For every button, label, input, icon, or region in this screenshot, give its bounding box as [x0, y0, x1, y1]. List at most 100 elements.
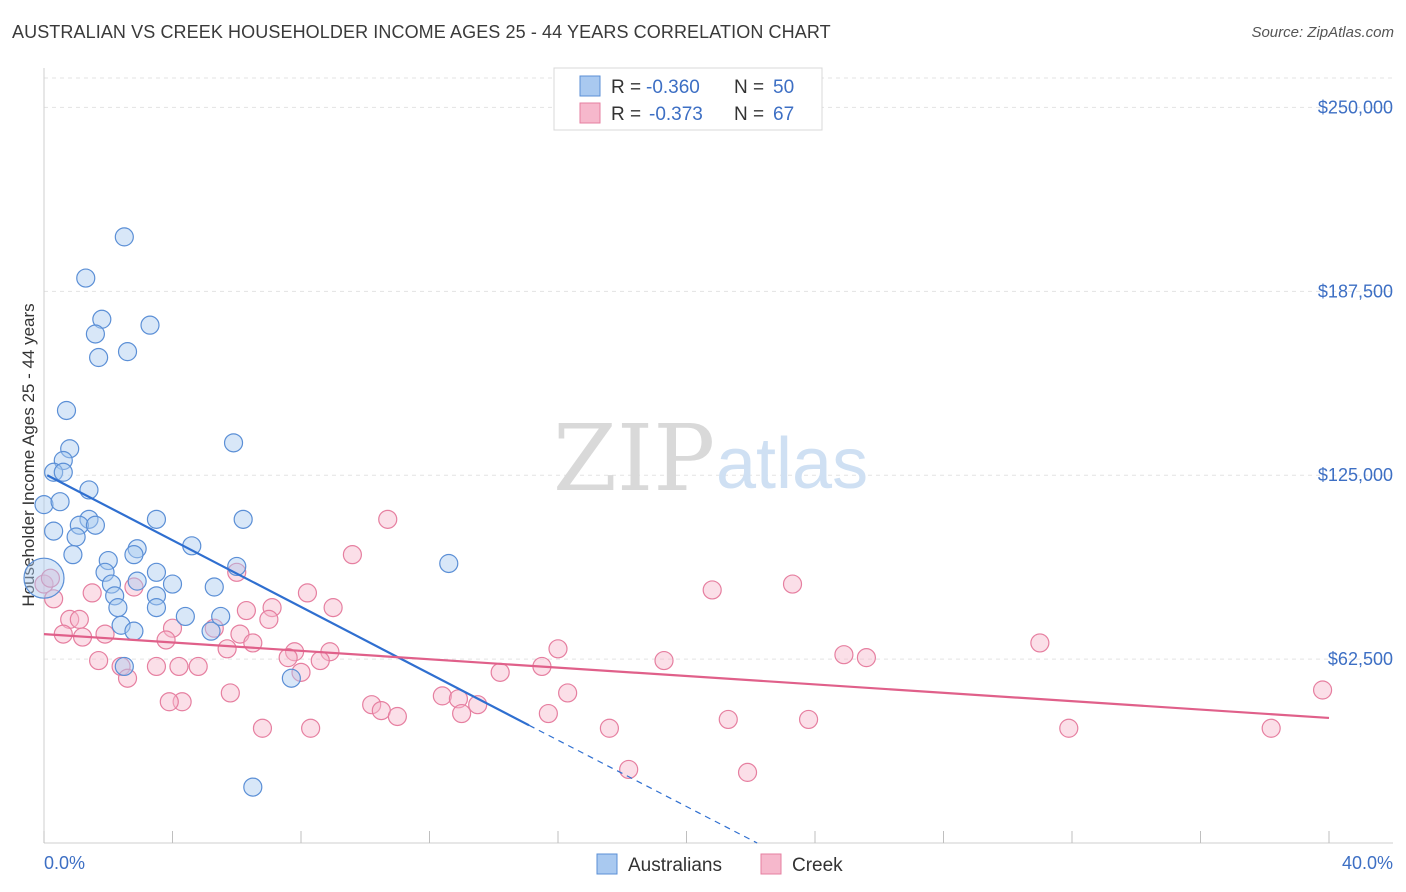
creek-point	[1059, 718, 1079, 738]
creek-point	[432, 686, 452, 706]
australians-point	[85, 515, 106, 535]
bottom-legend-australians: Australians	[628, 855, 722, 876]
australians-point	[105, 586, 125, 606]
x-tick-min: 0.0%	[44, 853, 85, 873]
creek-point	[236, 600, 256, 621]
australians-point	[243, 777, 263, 797]
australians-point	[117, 342, 138, 362]
australians-points	[23, 227, 459, 797]
australians-point	[211, 606, 231, 627]
legend-r-label-1: R =	[611, 77, 641, 98]
australians-point	[108, 598, 128, 618]
creek-point	[262, 598, 282, 618]
creek-point	[548, 639, 568, 659]
creek-point	[220, 683, 240, 703]
grid-lines	[44, 77, 1393, 660]
australians-point	[146, 509, 167, 529]
source-label: Source: ZipAtlas.com	[1251, 24, 1394, 41]
australians-point	[60, 439, 80, 459]
trend-lines	[43, 474, 1330, 844]
australians-point	[281, 668, 301, 688]
legend-n-value-2: 67	[773, 104, 794, 125]
creek-point	[124, 577, 144, 597]
creek-point	[162, 618, 183, 638]
australians-point	[146, 562, 167, 582]
legend-n-label-2: N =	[734, 104, 764, 125]
correlation-legend: R = -0.360 N = 50 R = -0.373 N = 67	[553, 67, 823, 131]
australians-point	[204, 577, 224, 597]
creek-point	[204, 618, 224, 638]
bottom-legend-creek: Creek	[792, 855, 843, 876]
australians-point	[439, 553, 459, 574]
australians-point	[124, 621, 144, 641]
creek-point	[702, 580, 722, 600]
australians-point	[23, 557, 65, 599]
australians-point	[56, 400, 77, 421]
australians-point	[124, 545, 144, 565]
creek-point	[1030, 633, 1050, 653]
australians-point	[146, 598, 167, 618]
creek-point	[718, 709, 738, 730]
creek-point	[278, 648, 298, 668]
creek-trend-line	[43, 632, 1330, 720]
creek-point	[599, 718, 620, 738]
creek-point	[169, 656, 189, 677]
creek-point	[538, 703, 558, 724]
creek-points	[34, 509, 1333, 782]
creek-point	[371, 700, 391, 721]
australians-point	[44, 521, 64, 541]
legend-r-label-2: R =	[611, 104, 641, 125]
creek-point	[40, 568, 61, 588]
bottom-legend-swatch-australians	[596, 853, 618, 875]
australians-trend-extension	[528, 724, 758, 844]
creek-point	[291, 662, 311, 682]
australians-point	[85, 324, 106, 344]
y-tick-label: $187,500	[1318, 281, 1393, 301]
creek-point	[737, 762, 758, 782]
australians-point	[98, 550, 118, 571]
creek-point	[323, 598, 343, 618]
australians-point	[162, 574, 183, 594]
australians-point	[66, 527, 86, 547]
australians-point	[201, 621, 221, 641]
creek-point	[259, 609, 279, 629]
creek-point	[159, 692, 179, 712]
creek-point	[156, 630, 176, 650]
legend-swatch-pink	[579, 102, 601, 124]
creek-point	[301, 718, 321, 738]
creek-point	[1312, 680, 1333, 700]
australians-point	[223, 433, 244, 453]
australians-point	[127, 539, 147, 559]
legend-swatch-blue	[579, 75, 601, 97]
watermark-zip: ZIP	[553, 405, 715, 512]
legend-n-value-1: 50	[773, 77, 794, 98]
australians-point	[127, 571, 147, 591]
creek-point	[69, 609, 89, 629]
creek-point	[378, 509, 398, 529]
legend-r-value-1: -0.360	[646, 77, 700, 98]
creek-point	[1261, 718, 1281, 738]
australians-point	[114, 656, 134, 677]
creek-point	[654, 650, 674, 671]
chart-title: AUSTRALIAN VS CREEK HOUSEHOLDER INCOME A…	[12, 22, 831, 42]
australians-point	[95, 562, 115, 582]
legend-n-label-1: N =	[734, 77, 764, 98]
australians-point	[53, 462, 73, 482]
creek-point	[856, 648, 877, 668]
australians-point	[89, 347, 109, 368]
creek-point	[387, 706, 407, 727]
bottom-legend-swatch-creek	[760, 853, 782, 875]
australians-point	[63, 545, 83, 565]
australians-point	[50, 492, 70, 512]
y-tick-label: $125,000	[1318, 465, 1393, 485]
australians-point	[101, 574, 122, 594]
creek-point	[558, 683, 578, 703]
x-tick-max: 40.0%	[1342, 853, 1393, 873]
australians-point	[175, 606, 195, 627]
creek-point	[89, 650, 109, 671]
australians-point	[233, 509, 253, 529]
watermark-atlas: atlas	[716, 424, 868, 504]
x-axis-ticks	[43, 831, 1330, 843]
creek-point	[82, 583, 102, 603]
